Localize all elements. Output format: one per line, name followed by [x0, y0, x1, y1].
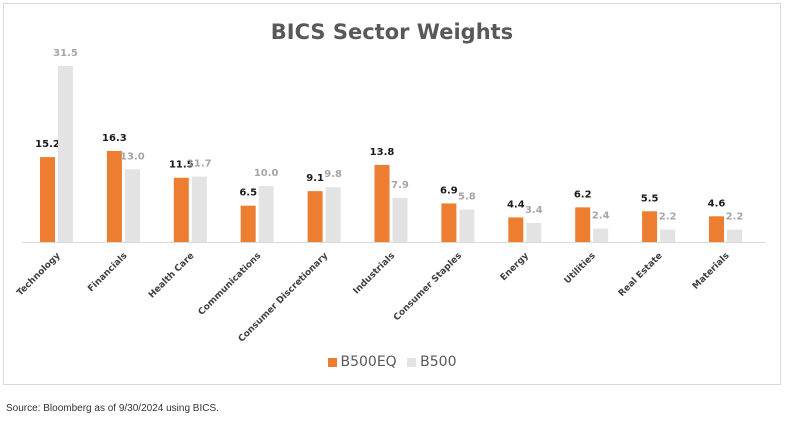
data-label-b500-materials: 2.2 [726, 212, 744, 223]
bar-b500eq-real-estate [642, 211, 658, 242]
data-label-b500eq-utilities: 6.2 [574, 189, 592, 200]
x-tick-label-real-estate: Real Estate [617, 251, 665, 299]
data-label-b500-financials: 13.0 [120, 151, 145, 162]
legend-label-b500eq: B500EQ [340, 354, 397, 370]
x-tick-label-financials: Financials [86, 251, 129, 294]
x-tick-label-communications: Communications [197, 251, 264, 318]
data-label-b500eq-consumer-discretionary: 9.1 [306, 173, 324, 184]
bar-b500eq-energy [508, 217, 524, 242]
data-label-b500eq-financials: 16.3 [102, 133, 127, 144]
x-tick-label-utilities: Utilities [563, 251, 598, 286]
x-tick-label-materials: Materials [691, 251, 732, 292]
data-label-b500eq-energy: 4.4 [507, 199, 525, 210]
bar-b500eq-financials [106, 150, 122, 242]
bar-b500eq-industrials [374, 164, 390, 242]
bar-b500-utilities [593, 228, 609, 242]
chart-legend: B500EQ B500 [4, 354, 780, 371]
data-label-b500-health-care: 11.7 [187, 159, 212, 170]
source-note: Source: Bloomberg as of 9/30/2024 using … [6, 403, 219, 414]
legend-label-b500: B500 [420, 354, 457, 370]
x-tick-label-industrials: Industrials [352, 251, 397, 296]
bar-b500-energy [526, 223, 542, 242]
data-label-b500eq-industrials: 13.8 [370, 147, 395, 158]
data-label-b500-utilities: 2.4 [592, 211, 610, 222]
bar-b500-consumer-staples [459, 209, 475, 242]
data-label-b500-technology: 31.5 [53, 48, 78, 59]
data-label-b500-communications: 10.0 [254, 168, 279, 179]
bar-b500-real-estate [660, 229, 676, 242]
bar-b500-communications [258, 186, 274, 242]
data-label-b500eq-communications: 6.5 [239, 188, 257, 199]
bar-b500eq-materials [709, 216, 724, 242]
data-label-b500-energy: 3.4 [525, 205, 543, 216]
data-label-b500eq-materials: 4.6 [708, 198, 726, 209]
bar-b500-health-care [191, 176, 207, 242]
data-label-b500eq-real-estate: 5.5 [641, 193, 659, 204]
x-tick-label-consumer-staples: Consumer Staples [392, 251, 464, 323]
data-label-b500-consumer-staples: 5.8 [458, 192, 476, 203]
x-tick-label-health-care: Health Care [147, 251, 196, 300]
bar-chart: 15.2 31.5 Technology 16.3 13.0 Financials 11.5… [15, 48, 766, 345]
data-label-b500eq-consumer-staples: 6.9 [440, 185, 458, 196]
data-label-b500eq-health-care: 11.5 [169, 160, 194, 171]
legend-item-b500: B500 [407, 354, 456, 370]
chart-title: BICS Sector Weights [270, 20, 514, 44]
data-label-b500-real-estate: 2.2 [659, 212, 677, 223]
x-tick-label-technology: Technology [15, 251, 62, 298]
bar-b500eq-consumer-discretionary [307, 191, 323, 242]
bar-b500-technology [58, 66, 73, 242]
bar-b500-consumer-discretionary [325, 187, 341, 242]
data-label-b500eq-technology: 15.2 [35, 139, 60, 150]
data-label-b500-consumer-discretionary: 9.8 [324, 169, 342, 180]
bar-b500eq-technology [40, 157, 55, 242]
data-label-b500-industrials: 7.9 [391, 180, 409, 191]
bar-b500eq-consumer-staples [441, 203, 457, 242]
legend-swatch-b500eq [327, 357, 337, 367]
bar-b500-industrials [392, 197, 408, 242]
legend-swatch-b500 [407, 357, 417, 367]
bar-b500-materials [727, 229, 742, 242]
bar-b500-financials [124, 169, 140, 242]
bar-b500eq-utilities [575, 207, 591, 242]
x-tick-label-energy: Energy [499, 251, 531, 283]
bar-b500eq-health-care [173, 177, 189, 242]
bar-b500eq-communications [240, 205, 256, 242]
legend-item-b500eq: B500EQ [327, 354, 397, 370]
